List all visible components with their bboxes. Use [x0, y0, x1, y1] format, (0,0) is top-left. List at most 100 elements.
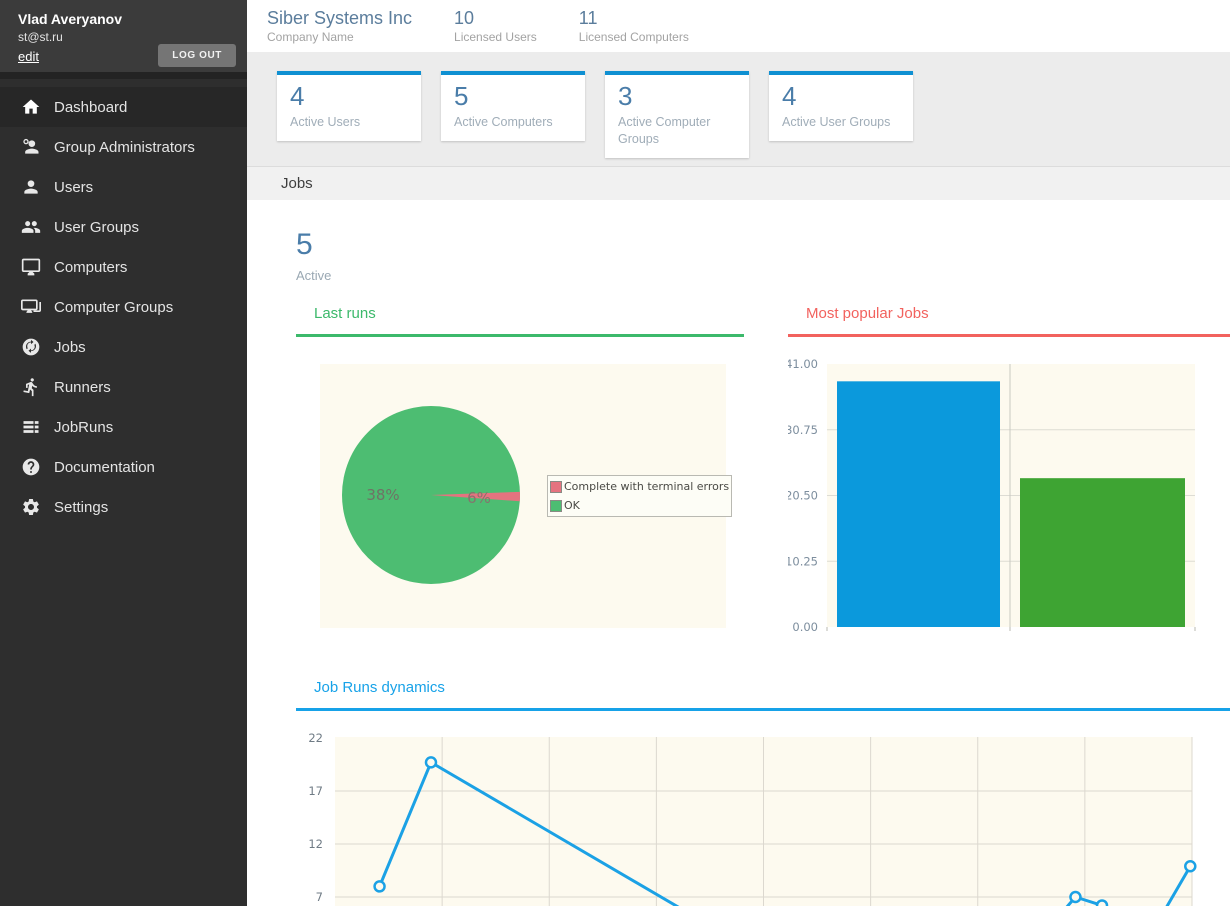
sidebar-item-computer-groups[interactable]: Computer Groups [0, 287, 247, 327]
licensed-users-value: 10 [454, 8, 537, 28]
sidebar-item-users[interactable]: Users [0, 167, 247, 207]
most-popular-bar-chart: 0.00 10.25 20.50 30.75 41.00 [788, 357, 1230, 647]
sidebar-item-label: Dashboard [54, 99, 127, 116]
stat-card-active-user-groups[interactable]: 4 Active User Groups [769, 71, 913, 141]
stat-card-active-computer-groups[interactable]: 3 Active Computer Groups [605, 71, 749, 158]
licensed-computers-value: 11 [579, 8, 689, 28]
active-jobs-value: 5 [296, 228, 1230, 262]
last-runs-title: Last runs [296, 305, 744, 337]
legend-swatch-errors [550, 481, 562, 493]
company-name: Siber Systems Inc [267, 8, 412, 28]
sidebar-item-label: Documentation [54, 459, 155, 476]
sidebar-item-label: Computer Groups [54, 299, 173, 316]
main-area: Siber Systems Inc Company Name 10 Licens… [247, 0, 1230, 906]
sidebar-item-label: User Groups [54, 219, 139, 236]
sidebar-divider [0, 72, 247, 79]
svg-text:10.25: 10.25 [788, 554, 818, 568]
licensed-computers-info: 11 Licensed Computers [579, 8, 689, 44]
sidebar-item-label: Group Administrators [54, 139, 195, 156]
pie-legend: Complete with terminal errors OK [547, 475, 732, 517]
legend-swatch-ok [550, 500, 562, 512]
sidebar-menu: Dashboard Group Administrators Users Use… [0, 79, 247, 527]
topbar: Siber Systems Inc Company Name 10 Licens… [247, 0, 1230, 52]
sidebar-item-label: Users [54, 179, 93, 196]
stat-label: Active Computer Groups [618, 114, 737, 148]
licensed-users-info: 10 Licensed Users [454, 8, 537, 44]
sidebar-item-jobruns[interactable]: JobRuns [0, 407, 247, 447]
stat-value: 4 [290, 81, 409, 111]
sidebar-item-dashboard[interactable]: Dashboard [0, 87, 247, 127]
jobs-panel-header: Jobs [247, 166, 1230, 200]
legend-row-errors: Complete with terminal errors [550, 477, 729, 496]
gear-icon [21, 497, 41, 517]
job-runs-dynamics-section: Job Runs dynamics 7 12 17 22 [296, 679, 1230, 906]
monitor-icon [21, 257, 41, 277]
sidebar-item-group-administrators[interactable]: Group Administrators [0, 127, 247, 167]
svg-text:7: 7 [316, 890, 323, 904]
svg-text:0.00: 0.00 [792, 620, 818, 634]
autorenew-circle-icon [21, 337, 41, 357]
list-icon [21, 417, 41, 437]
home-icon [21, 97, 41, 117]
line-svg: 7 12 17 22 [296, 730, 1230, 906]
sidebar-item-label: Runners [54, 379, 111, 396]
sidebar-item-computers[interactable]: Computers [0, 247, 247, 287]
sidebar-item-jobs[interactable]: Jobs [0, 327, 247, 367]
stat-value: 5 [454, 81, 573, 111]
sidebar-item-label: Settings [54, 499, 108, 516]
stat-label: Active Users [290, 114, 409, 131]
user-name: Vlad Averyanov [18, 10, 247, 28]
job-runs-line-chart: 7 12 17 22 [296, 730, 1230, 906]
legend-label-ok: OK [564, 499, 580, 512]
svg-text:6%: 6% [467, 489, 491, 507]
sidebar: Vlad Averyanov st@st.ru edit LOG OUT Das… [0, 0, 247, 906]
svg-text:30.75: 30.75 [788, 423, 818, 437]
user-block: Vlad Averyanov st@st.ru edit LOG OUT [0, 0, 247, 72]
sidebar-item-label: Jobs [54, 339, 86, 356]
last-runs-pie-chart: 38% 6% Complete with terminal errors OK [320, 364, 726, 628]
jobs-panel-body: 5 Active Last runs 38% 6% Complete with t… [247, 200, 1230, 906]
stat-card-active-computers[interactable]: 5 Active Computers [441, 71, 585, 141]
app-root: Vlad Averyanov st@st.ru edit LOG OUT Das… [0, 0, 1230, 906]
people-icon [21, 217, 41, 237]
licensed-users-label: Licensed Users [454, 30, 537, 44]
stat-card-active-users[interactable]: 4 Active Users [277, 71, 421, 141]
most-popular-title: Most popular Jobs [788, 305, 1230, 337]
jobs-panel: Jobs 5 Active Last runs 38% 6% Complete w… [247, 166, 1230, 906]
bar-svg: 0.00 10.25 20.50 30.75 41.00 [788, 357, 1230, 642]
company-info: Siber Systems Inc Company Name [267, 8, 412, 44]
svg-text:12: 12 [308, 837, 323, 851]
sidebar-item-settings[interactable]: Settings [0, 487, 247, 527]
help-circle-icon [21, 457, 41, 477]
company-name-label: Company Name [267, 30, 412, 44]
stat-value: 3 [618, 81, 737, 111]
stat-value: 4 [782, 81, 901, 111]
last-runs-section: Last runs 38% 6% Complete with terminal e… [296, 305, 744, 647]
svg-text:17: 17 [308, 784, 323, 798]
licensed-computers-label: Licensed Computers [579, 30, 689, 44]
sidebar-item-runners[interactable]: Runners [0, 367, 247, 407]
svg-text:38%: 38% [366, 486, 399, 504]
monitors-icon [21, 297, 41, 317]
sidebar-item-documentation[interactable]: Documentation [0, 447, 247, 487]
stat-label: Active User Groups [782, 114, 901, 131]
svg-text:20.50: 20.50 [788, 489, 818, 503]
runner-icon [21, 377, 41, 397]
legend-row-ok: OK [550, 496, 729, 515]
sidebar-item-user-groups[interactable]: User Groups [0, 207, 247, 247]
most-popular-section: Most popular Jobs 0.00 10.25 20.50 30.75 41.… [788, 305, 1230, 647]
charts-row: Last runs 38% 6% Complete with terminal e… [296, 305, 1230, 647]
edit-profile-link[interactable]: edit [18, 49, 39, 64]
admin-person-icon [21, 137, 41, 157]
stat-label: Active Computers [454, 114, 573, 131]
svg-text:22: 22 [308, 731, 323, 745]
stats-row: 4 Active Users 5 Active Computers 3 Acti… [247, 52, 1230, 166]
dynamics-title: Job Runs dynamics [296, 679, 1230, 711]
person-icon [21, 177, 41, 197]
svg-text:41.00: 41.00 [788, 357, 818, 371]
legend-label-errors: Complete with terminal errors [564, 480, 729, 493]
sidebar-item-label: Computers [54, 259, 127, 276]
active-jobs-label: Active [296, 268, 1230, 283]
logout-button[interactable]: LOG OUT [158, 44, 236, 67]
sidebar-item-label: JobRuns [54, 419, 113, 436]
